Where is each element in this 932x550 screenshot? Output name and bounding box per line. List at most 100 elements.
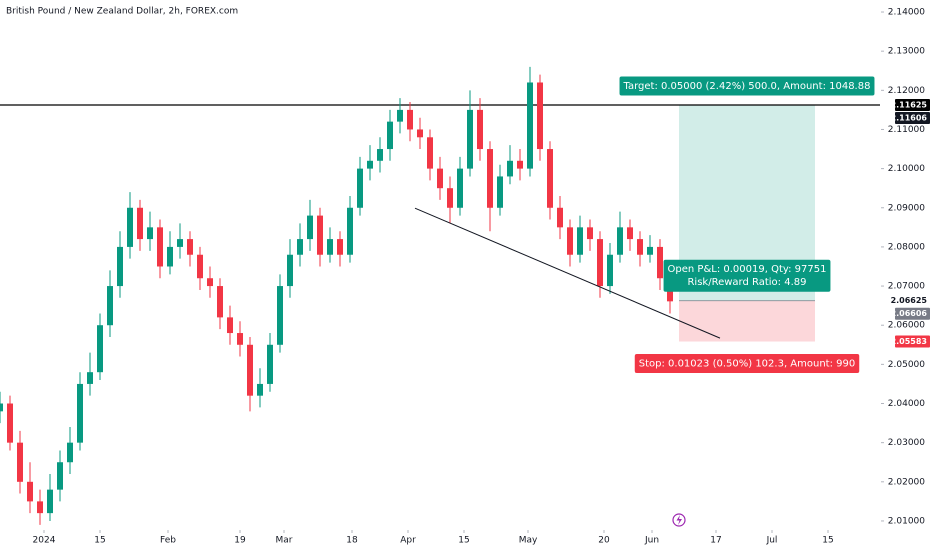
candle-body (557, 207, 563, 228)
candle-body (337, 239, 343, 255)
y-tick-label: 2.10000 (888, 164, 925, 174)
candle-body (597, 239, 603, 287)
y-tick-label: 2.05000 (888, 360, 925, 370)
price-label-box (895, 294, 930, 307)
y-tick-label: 2.07000 (888, 282, 925, 292)
y-tick-label: 2.06000 (888, 321, 925, 331)
y-tick-label: 2.01000 (888, 516, 925, 526)
price-label: 2.11606 (891, 113, 928, 122)
y-tick-label: 2.11000 (888, 125, 925, 135)
candle-body (297, 239, 303, 255)
risk-zone (679, 300, 815, 342)
x-tick-label: Apr (400, 536, 416, 546)
y-tick-label: 2.13000 (888, 47, 925, 57)
candle-body (417, 129, 423, 138)
x-tick-label: 20 (598, 536, 610, 546)
pnl-label-box (663, 259, 831, 292)
candle-body (247, 344, 253, 396)
pnl-label-text: Open P&L: 0.00019, Qty: 97751 (668, 264, 827, 275)
candle-body (197, 254, 203, 279)
candle-body (587, 227, 593, 240)
y-tick-label: 2.09000 (888, 203, 925, 213)
candle-body (207, 278, 213, 287)
candle-body (57, 462, 63, 490)
event-icon[interactable] (672, 513, 686, 527)
candle-body (187, 239, 193, 255)
candle-body (157, 227, 163, 267)
y-tick-label: 2.08000 (888, 242, 925, 252)
x-tick-label: 17 (710, 536, 721, 546)
price-label-box (895, 98, 930, 111)
x-tick-label: Jul (766, 536, 778, 546)
y-tick-label: 2.12000 (888, 86, 925, 96)
candle-body (97, 325, 103, 373)
candle-body (227, 317, 233, 334)
candle-body (287, 254, 293, 287)
candle-body (237, 333, 243, 345)
candle-body (647, 246, 653, 255)
pnl-label: Open P&L: 0.00019, Qty: 97751 Risk/Reward… (663, 259, 831, 292)
event-bolt[interactable] (676, 515, 683, 525)
candle-body (27, 481, 33, 502)
x-tick-label: 15 (822, 536, 833, 546)
candle-body (637, 239, 643, 255)
x-tick-label: May (519, 536, 538, 546)
price-label: 2.11625 (891, 100, 928, 109)
candle-body (447, 188, 453, 208)
candle-body (397, 109, 403, 122)
candle-body (267, 344, 273, 384)
y-tick-label: 2.02000 (888, 477, 925, 487)
candle-body (617, 227, 623, 255)
candle-body (77, 383, 83, 443)
candle-body (437, 168, 443, 189)
x-tick-label: 18 (346, 536, 358, 546)
candle-body (17, 442, 23, 482)
chart-title: British Pound / New Zealand Dollar, 2h, … (6, 7, 238, 17)
candle-body (127, 207, 133, 247)
target-label: Target: 0.05000 (2.42%) 500.0, Amount: 1… (619, 76, 875, 96)
candle-body (377, 149, 383, 161)
candle-body (147, 227, 153, 240)
candle-body (627, 227, 633, 240)
candle-body (327, 239, 333, 255)
y-tick-label: 2.03000 (888, 438, 925, 448)
stop-label-text: Stop: 0.01023 (0.50%) 102.3, Amount: 990 (639, 359, 855, 370)
candle-body (607, 254, 613, 287)
candle-body (117, 246, 123, 287)
x-tick-label: 2024 (33, 536, 56, 546)
candle-body (347, 207, 353, 255)
candle-body (537, 82, 543, 150)
x-tick-label: Mar (276, 536, 293, 546)
candle-body (307, 215, 313, 240)
candle-body (527, 82, 533, 169)
candle-body (487, 149, 493, 208)
target-label-box (619, 76, 875, 96)
price-label: 2.06625 (891, 296, 928, 305)
stop-label: Stop: 0.01023 (0.50%) 102.3, Amount: 990 (634, 354, 860, 374)
candle-body (387, 121, 393, 150)
candle-body (7, 403, 13, 443)
candle-body (37, 501, 43, 514)
candle-body (167, 246, 173, 267)
candle-body (107, 286, 113, 326)
candle-body (0, 403, 3, 412)
candle-body (407, 109, 413, 130)
x-tick-label: 15 (94, 536, 105, 546)
x-tick-label: 19 (234, 536, 246, 546)
event-circle[interactable] (672, 513, 686, 527)
candle-body (657, 246, 663, 279)
candle-body (427, 137, 433, 169)
price-label-box (895, 335, 930, 348)
candle-body (367, 160, 373, 169)
candle-body (517, 160, 523, 169)
candle-body (217, 286, 223, 318)
candle-body (87, 372, 93, 384)
x-tick-label: Jun (644, 536, 659, 546)
candle-body (317, 215, 323, 255)
y-tick-label: 2.14000 (888, 8, 925, 18)
candle-body (47, 489, 53, 514)
x-tick-label: 15 (458, 536, 469, 546)
candle-body (257, 383, 263, 396)
pnl-label-text: Risk/Reward Ratio: 4.89 (687, 277, 806, 288)
